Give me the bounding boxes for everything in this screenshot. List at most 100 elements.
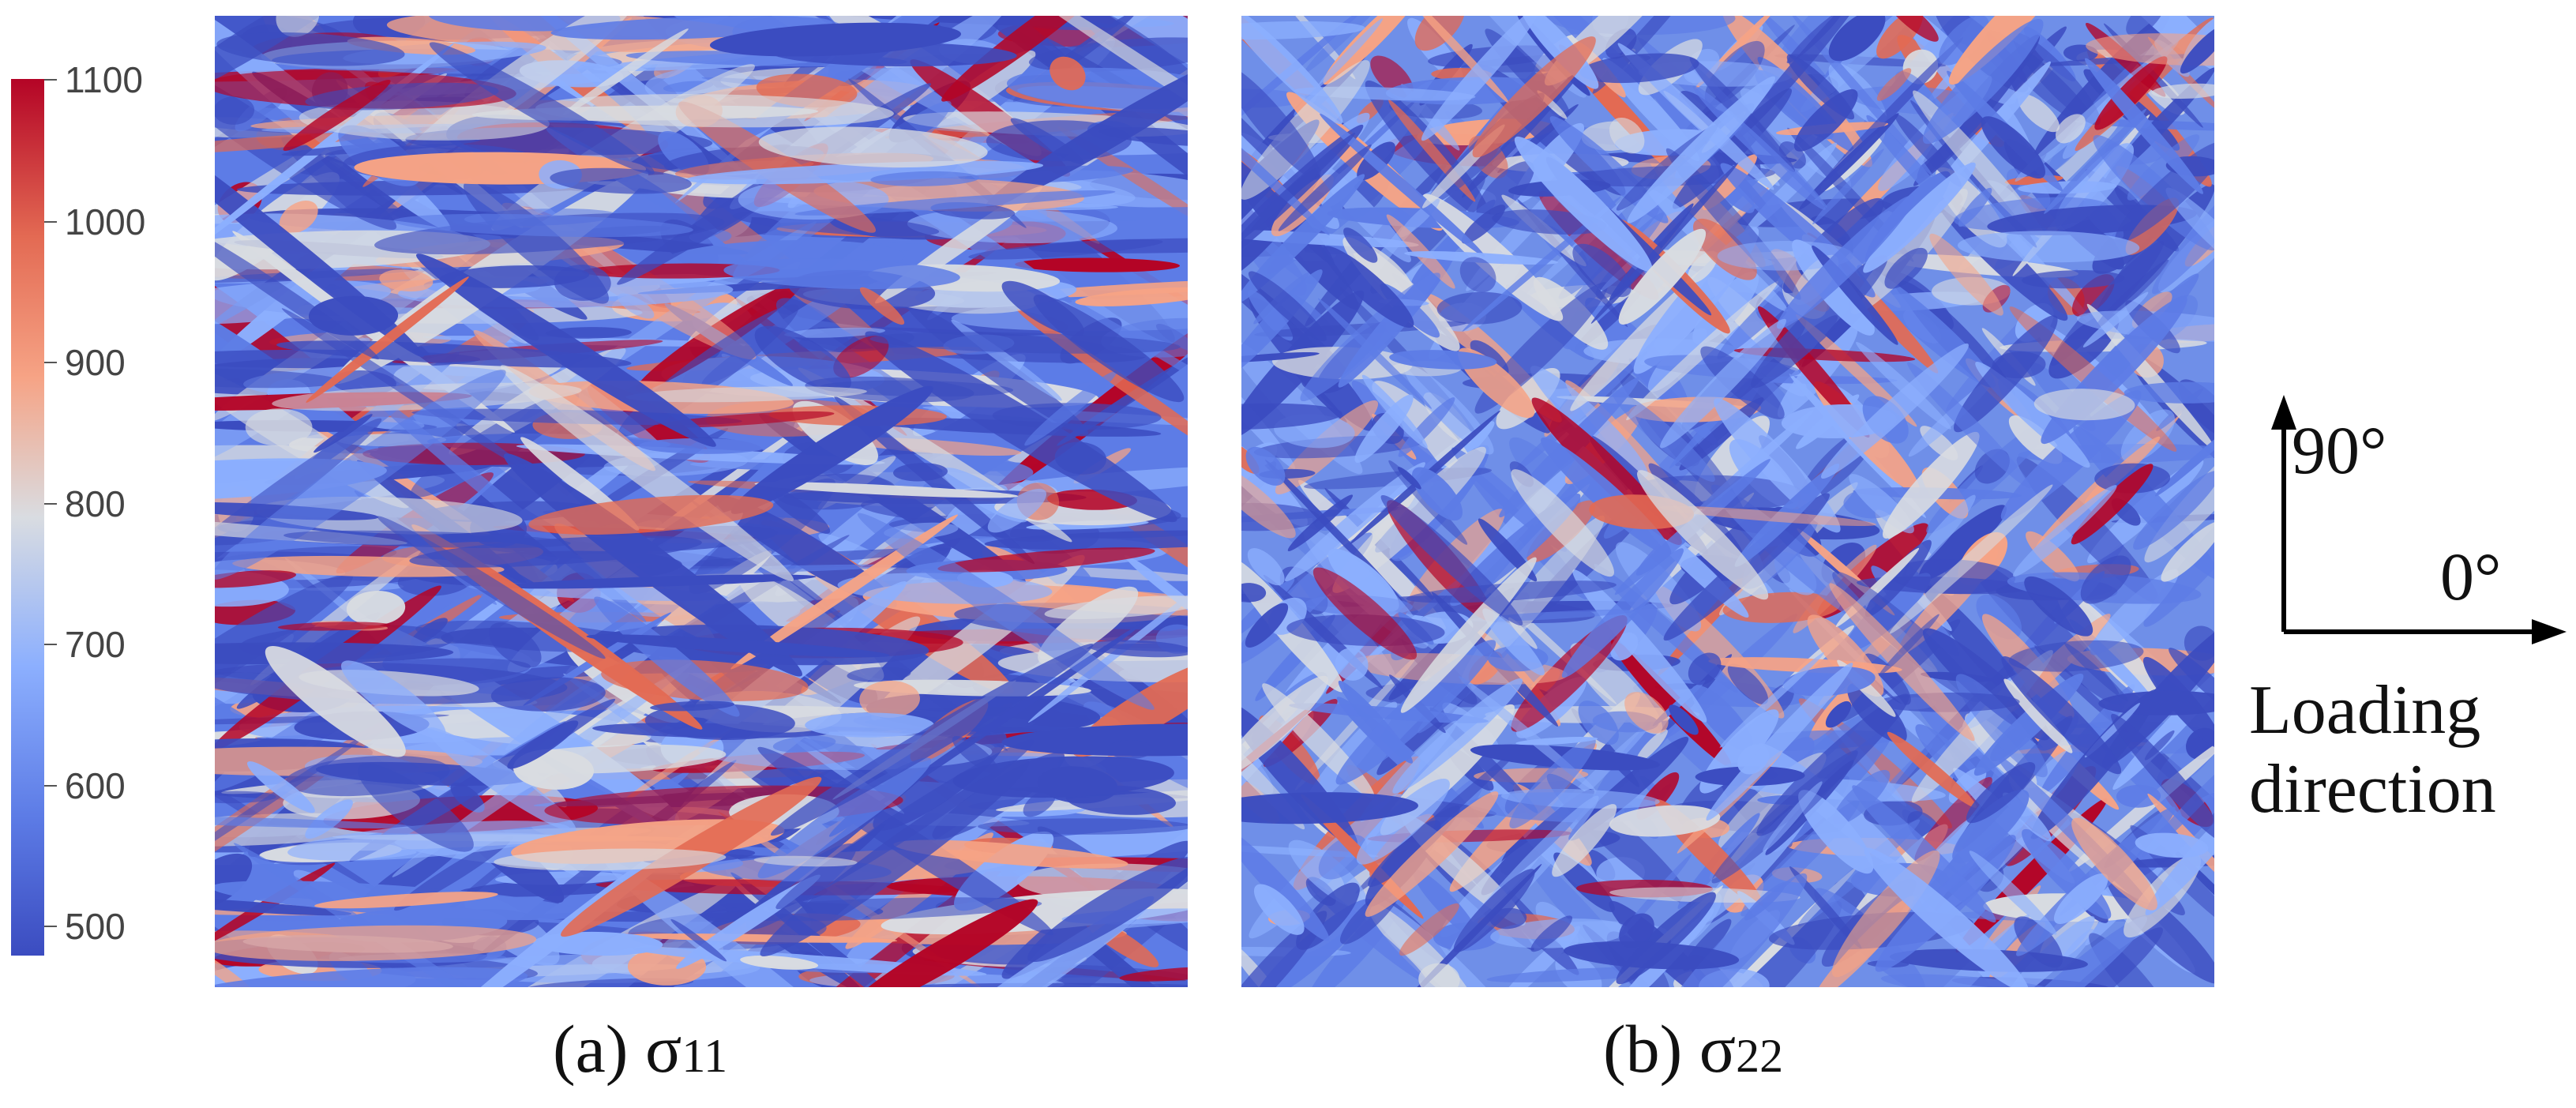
texture-streak: [1241, 133, 1356, 246]
texture-streak: [1380, 494, 1523, 626]
texture-streak: [1075, 287, 1188, 306]
texture-streak: [287, 821, 570, 861]
texture-streak: [730, 385, 933, 514]
colorbar-tick: [44, 221, 57, 223]
texture-streak: [2064, 643, 2128, 701]
loading-direction-line2: direction: [2249, 751, 2496, 828]
texture-streak: [1241, 174, 1365, 304]
texture-streak: [1706, 663, 1853, 821]
arrow-0-head: [2532, 619, 2567, 644]
texture-streak: [834, 396, 1035, 565]
texture-streak: [2116, 784, 2161, 808]
texture-streak: [1032, 278, 1188, 447]
texture-streak: [1825, 700, 1852, 728]
colorbar-tick: [44, 644, 57, 645]
texture-streak: [1509, 737, 1596, 828]
texture-streak: [1241, 423, 1308, 527]
texture-streak: [857, 513, 1155, 710]
texture-streak: [1368, 806, 1460, 888]
texture-streak: [1863, 162, 1976, 273]
texture-streak: [968, 239, 1163, 260]
texture-streak: [1609, 805, 1721, 837]
texture-streak: [1413, 869, 1478, 938]
texture-streak: [604, 858, 877, 987]
texture-streak: [1922, 628, 2050, 741]
stress-field-image-a: [215, 16, 1188, 987]
texture-streak: [1777, 195, 1915, 329]
texture-streak: [775, 739, 1035, 910]
texture-streak: [1047, 16, 1188, 115]
texture-streak: [1453, 869, 1535, 952]
colorbar-gradient: [11, 79, 44, 956]
texture-streak: [1335, 640, 1496, 785]
texture-streak: [1245, 446, 1286, 486]
texture-streak: [1024, 370, 1117, 446]
texture-streak: [215, 896, 352, 916]
texture-streak: [754, 325, 851, 392]
texture-streak: [279, 200, 318, 234]
texture-streak: [865, 331, 1177, 523]
texture-streak: [1688, 652, 1722, 685]
texture-streak: [784, 327, 886, 338]
texture-streak: [2111, 713, 2214, 843]
texture-streak: [1884, 247, 1928, 289]
texture-streak: [1864, 847, 2029, 987]
texture-streak: [1889, 484, 2053, 634]
colorbar-tick: [44, 785, 57, 787]
texture-streak: [1798, 790, 1874, 874]
texture-streak: [1552, 804, 1617, 877]
texture-streak: [1320, 113, 1485, 257]
texture-streak: [1300, 272, 1440, 402]
texture-streak: [670, 918, 727, 962]
texture-streak: [2071, 464, 2154, 545]
axis-label-90: 90°: [2292, 412, 2387, 488]
colorbar-label-700: 700: [65, 624, 126, 665]
texture-streak: [1833, 769, 1891, 825]
texture-streak: [1572, 569, 1707, 723]
texture-streak: [215, 368, 341, 389]
colorbar-tick: [44, 79, 57, 81]
texture-streak: [1832, 571, 1981, 703]
texture-streak: [1882, 16, 1939, 42]
texture-streak: [346, 591, 406, 625]
loading-direction-caption: Loading direction: [2249, 671, 2496, 829]
texture-streak: [1812, 148, 1884, 225]
texture-streak: [1821, 343, 1969, 479]
texture-streak: [562, 28, 689, 115]
texture-streak: [1440, 16, 1587, 98]
texture-streak: [2155, 422, 2214, 497]
texture-streak: [2165, 187, 2214, 278]
texture-streak: [1365, 791, 1499, 917]
colorbar-label-900: 900: [65, 342, 126, 383]
texture-streak: [1939, 16, 1989, 66]
texture-streak: [2126, 16, 2165, 36]
texture-streak: [528, 494, 774, 535]
loading-direction-axes: 90° 0°: [2243, 395, 2574, 837]
texture-streak: [1572, 243, 1632, 298]
texture-streak: [1461, 515, 1605, 684]
texture-streak: [1602, 58, 1700, 162]
texture-streak: [1253, 884, 1305, 935]
texture-streak: [618, 293, 655, 319]
stress-field-image-b: [1241, 16, 2214, 987]
texture-streak: [215, 925, 537, 961]
texture-streak: [416, 254, 716, 447]
texture-streak: [1969, 851, 2057, 935]
texture-streak: [2151, 83, 2214, 100]
texture-streak: [805, 712, 934, 738]
texture-streak: [2144, 422, 2214, 563]
texture-streak: [535, 94, 894, 128]
colorbar-label-1000: 1000: [65, 201, 146, 242]
texture-streak: [305, 799, 353, 839]
texture-streak: [1472, 36, 1596, 158]
texture-streak: [1637, 470, 1769, 600]
texture-streak: [246, 761, 315, 813]
texture-streak: [1966, 762, 2036, 824]
stress-map-sigma11: [215, 16, 1188, 987]
texture-streak: [1879, 614, 1940, 676]
texture-streak: [427, 727, 576, 832]
texture-streak: [1278, 144, 1372, 231]
texture-streak: [1241, 911, 1327, 987]
texture-streak: [1248, 271, 1327, 342]
texture-streak: [1001, 723, 1188, 757]
